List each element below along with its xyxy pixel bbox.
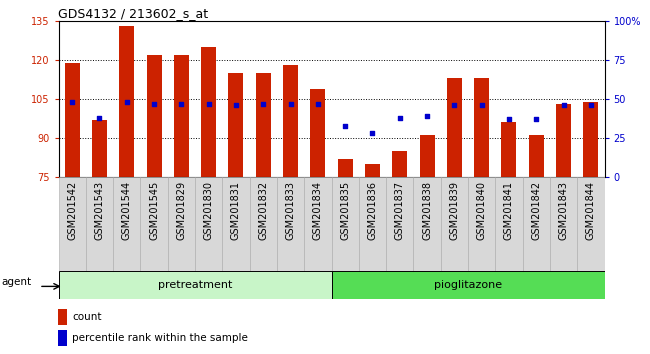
Bar	[283, 65, 298, 177]
Bar	[92, 120, 107, 177]
FancyBboxPatch shape	[304, 177, 332, 271]
Text: percentile rank within the sample: percentile rank within the sample	[72, 333, 248, 343]
Text: GSM201842: GSM201842	[531, 181, 541, 240]
Text: count: count	[72, 312, 101, 322]
Text: pretreatment: pretreatment	[158, 280, 232, 290]
Text: GSM201834: GSM201834	[313, 181, 323, 240]
Point	[149, 101, 159, 107]
Bar	[57, 330, 68, 346]
Text: GSM201542: GSM201542	[67, 181, 77, 240]
Bar	[501, 122, 517, 177]
Bar	[528, 136, 544, 177]
FancyBboxPatch shape	[441, 177, 468, 271]
Text: GSM201831: GSM201831	[231, 181, 241, 240]
Point	[422, 113, 432, 119]
Text: GSM201835: GSM201835	[340, 181, 350, 240]
Text: GSM201836: GSM201836	[367, 181, 378, 240]
Text: GSM201543: GSM201543	[94, 181, 105, 240]
Point	[122, 99, 132, 105]
Point	[231, 103, 241, 108]
Bar	[447, 78, 462, 177]
Text: GDS4132 / 213602_s_at: GDS4132 / 213602_s_at	[58, 7, 209, 20]
Point	[395, 115, 405, 121]
FancyBboxPatch shape	[222, 177, 250, 271]
FancyBboxPatch shape	[168, 177, 195, 271]
Text: GSM201833: GSM201833	[285, 181, 296, 240]
Bar	[255, 73, 271, 177]
FancyBboxPatch shape	[140, 177, 168, 271]
Text: GSM201830: GSM201830	[203, 181, 214, 240]
Text: GSM201841: GSM201841	[504, 181, 514, 240]
Point	[531, 116, 541, 122]
Bar	[119, 27, 135, 177]
FancyBboxPatch shape	[468, 177, 495, 271]
Point	[476, 103, 487, 108]
Point	[586, 103, 596, 108]
FancyBboxPatch shape	[195, 177, 222, 271]
Point	[203, 101, 214, 107]
Text: GSM201843: GSM201843	[558, 181, 569, 240]
Point	[94, 115, 105, 121]
FancyBboxPatch shape	[86, 177, 113, 271]
Point	[176, 101, 187, 107]
FancyBboxPatch shape	[113, 177, 140, 271]
Text: pioglitazone: pioglitazone	[434, 280, 502, 290]
Bar	[365, 164, 380, 177]
Text: GSM201829: GSM201829	[176, 181, 187, 240]
FancyBboxPatch shape	[359, 177, 386, 271]
FancyBboxPatch shape	[550, 177, 577, 271]
Text: GSM201838: GSM201838	[422, 181, 432, 240]
Text: GSM201544: GSM201544	[122, 181, 132, 240]
Point	[367, 131, 378, 136]
Bar	[146, 55, 162, 177]
FancyBboxPatch shape	[386, 177, 413, 271]
FancyBboxPatch shape	[58, 271, 332, 299]
FancyBboxPatch shape	[277, 177, 304, 271]
Bar	[419, 136, 435, 177]
Point	[504, 116, 514, 122]
Bar	[310, 89, 326, 177]
Text: agent: agent	[1, 276, 31, 287]
FancyBboxPatch shape	[523, 177, 550, 271]
Text: GSM201844: GSM201844	[586, 181, 596, 240]
Bar	[201, 47, 216, 177]
Point	[558, 103, 569, 108]
Bar	[64, 63, 80, 177]
Bar	[174, 55, 189, 177]
Text: GSM201840: GSM201840	[476, 181, 487, 240]
Text: GSM201839: GSM201839	[449, 181, 460, 240]
Text: GSM201837: GSM201837	[395, 181, 405, 240]
Bar	[228, 73, 244, 177]
FancyBboxPatch shape	[495, 177, 523, 271]
FancyBboxPatch shape	[58, 177, 86, 271]
Point	[258, 101, 268, 107]
Point	[313, 101, 323, 107]
FancyBboxPatch shape	[332, 271, 604, 299]
FancyBboxPatch shape	[577, 177, 605, 271]
Bar	[583, 102, 599, 177]
Point	[67, 99, 77, 105]
Bar	[57, 309, 68, 325]
Bar	[392, 151, 408, 177]
Point	[449, 103, 460, 108]
Point	[285, 101, 296, 107]
Bar	[474, 78, 489, 177]
FancyBboxPatch shape	[413, 177, 441, 271]
Point	[340, 123, 350, 129]
Text: GSM201545: GSM201545	[149, 181, 159, 240]
FancyBboxPatch shape	[250, 177, 277, 271]
FancyBboxPatch shape	[332, 177, 359, 271]
Bar	[556, 104, 571, 177]
Bar	[337, 159, 353, 177]
Text: GSM201832: GSM201832	[258, 181, 268, 240]
